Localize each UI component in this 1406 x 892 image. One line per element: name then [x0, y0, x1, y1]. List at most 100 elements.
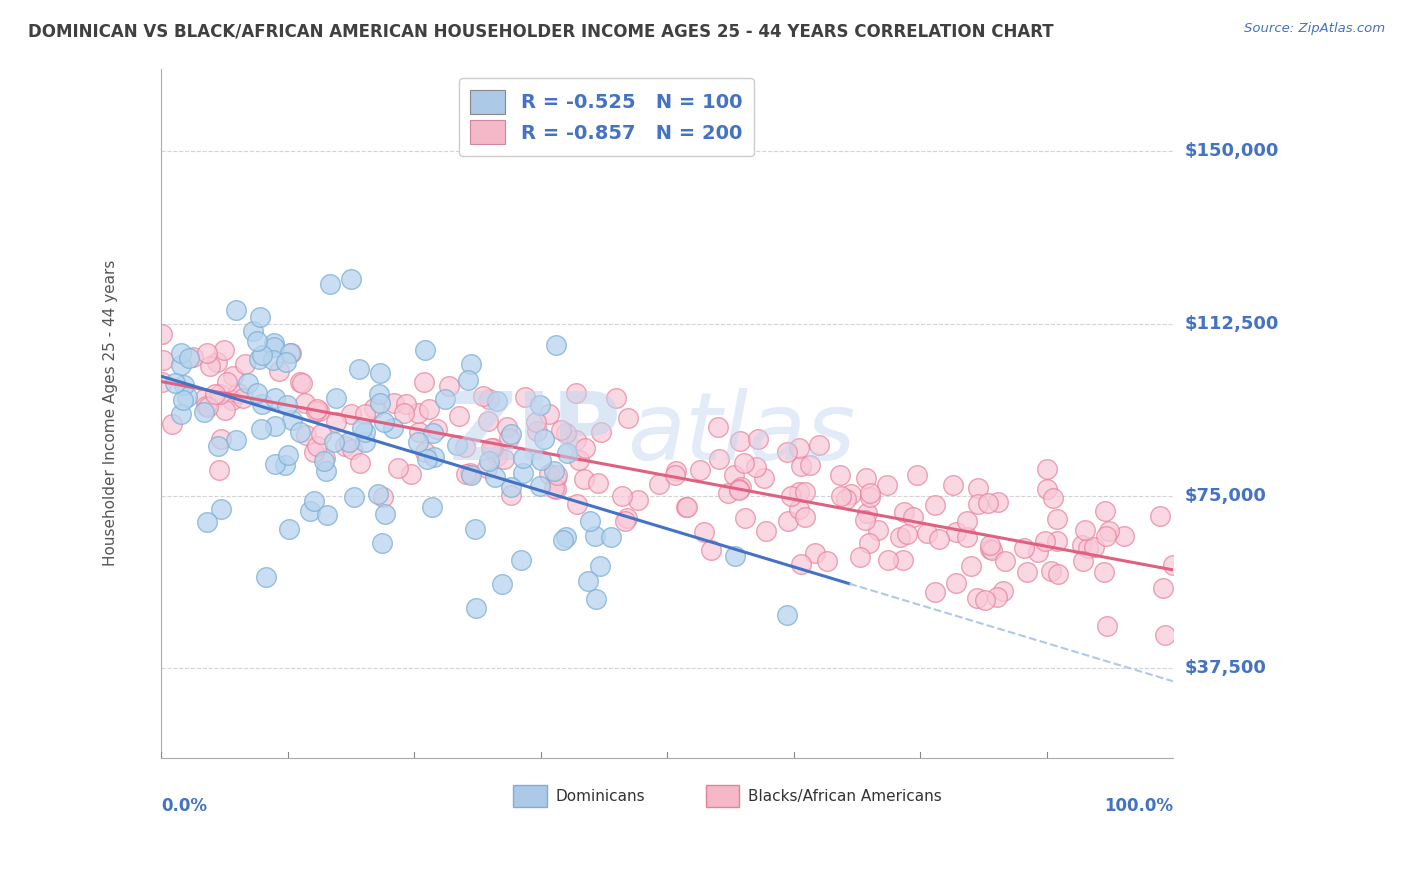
- Point: [977, 496, 1000, 510]
- Point: [510, 553, 533, 567]
- Point: [195, 400, 218, 414]
- Point: [207, 439, 229, 453]
- Point: [209, 502, 232, 516]
- Point: [790, 557, 813, 571]
- Point: [960, 559, 983, 574]
- Point: [353, 425, 375, 440]
- Text: $112,500: $112,500: [1184, 315, 1278, 333]
- Point: [942, 478, 965, 492]
- Point: [583, 528, 606, 542]
- Point: [312, 454, 335, 468]
- Point: [544, 471, 567, 485]
- Point: [278, 522, 301, 536]
- Point: [546, 467, 568, 482]
- Point: [730, 480, 752, 494]
- Point: [1094, 529, 1116, 543]
- Point: [501, 480, 523, 494]
- Point: [264, 391, 287, 405]
- Point: [246, 386, 269, 401]
- Point: [254, 570, 277, 584]
- Point: [945, 524, 967, 539]
- Point: [263, 335, 285, 350]
- Point: [406, 434, 429, 449]
- Point: [335, 439, 357, 453]
- Point: [576, 574, 599, 588]
- Text: atlas: atlas: [627, 388, 855, 479]
- Point: [217, 376, 239, 390]
- Point: [550, 423, 572, 437]
- Point: [307, 402, 329, 417]
- Point: [225, 433, 247, 447]
- Point: [834, 491, 856, 506]
- Point: [294, 428, 316, 442]
- Point: [1154, 628, 1177, 642]
- Point: [198, 359, 221, 373]
- Point: [478, 454, 501, 468]
- Point: [214, 402, 236, 417]
- Point: [693, 524, 716, 539]
- Point: [454, 441, 477, 455]
- Point: [294, 396, 316, 410]
- Point: [367, 487, 389, 501]
- Point: [572, 472, 595, 486]
- Point: [447, 409, 470, 424]
- Point: [1092, 566, 1115, 580]
- Point: [221, 392, 243, 407]
- Point: [1074, 523, 1097, 537]
- Point: [537, 407, 560, 421]
- Point: [484, 469, 506, 483]
- Point: [544, 338, 567, 352]
- Point: [315, 508, 337, 522]
- Point: [664, 467, 686, 482]
- Point: [350, 420, 373, 434]
- Point: [308, 403, 330, 417]
- Point: [354, 407, 377, 421]
- Point: [676, 500, 699, 514]
- Point: [543, 464, 565, 478]
- Point: [349, 456, 371, 470]
- Point: [986, 591, 1008, 605]
- Point: [247, 351, 270, 366]
- Point: [855, 506, 877, 520]
- Point: [734, 511, 756, 525]
- Point: [945, 575, 967, 590]
- Point: [373, 415, 395, 429]
- Point: [264, 457, 287, 471]
- Point: [204, 387, 226, 401]
- Point: [891, 552, 914, 566]
- Point: [471, 389, 494, 403]
- Point: [434, 392, 457, 407]
- Point: [928, 532, 950, 546]
- Point: [586, 475, 609, 490]
- Point: [955, 530, 977, 544]
- Point: [150, 326, 173, 341]
- Point: [524, 415, 547, 429]
- Text: DOMINICAN VS BLACK/AFRICAN AMERICAN HOUSEHOLDER INCOME AGES 25 - 44 YEARS CORREL: DOMINICAN VS BLACK/AFRICAN AMERICAN HOUS…: [28, 22, 1053, 40]
- Text: $75,000: $75,000: [1184, 487, 1265, 505]
- Point: [979, 538, 1001, 552]
- Point: [1046, 566, 1069, 581]
- Point: [967, 481, 990, 495]
- Point: [1070, 538, 1092, 552]
- Point: [249, 310, 271, 324]
- Point: [276, 398, 298, 412]
- Point: [208, 463, 231, 477]
- Point: [382, 421, 405, 435]
- Point: [512, 451, 534, 466]
- Point: [439, 379, 461, 393]
- Point: [574, 441, 596, 455]
- Point: [242, 324, 264, 338]
- Point: [512, 466, 534, 480]
- Point: [981, 542, 1004, 557]
- Point: [228, 386, 250, 401]
- Point: [1071, 554, 1094, 568]
- Point: [267, 364, 290, 378]
- Point: [787, 502, 810, 516]
- Point: [496, 419, 519, 434]
- Point: [373, 491, 395, 505]
- Point: [877, 553, 900, 567]
- Point: [460, 357, 482, 371]
- Point: [232, 391, 254, 405]
- Point: [290, 375, 312, 389]
- Point: [250, 397, 273, 411]
